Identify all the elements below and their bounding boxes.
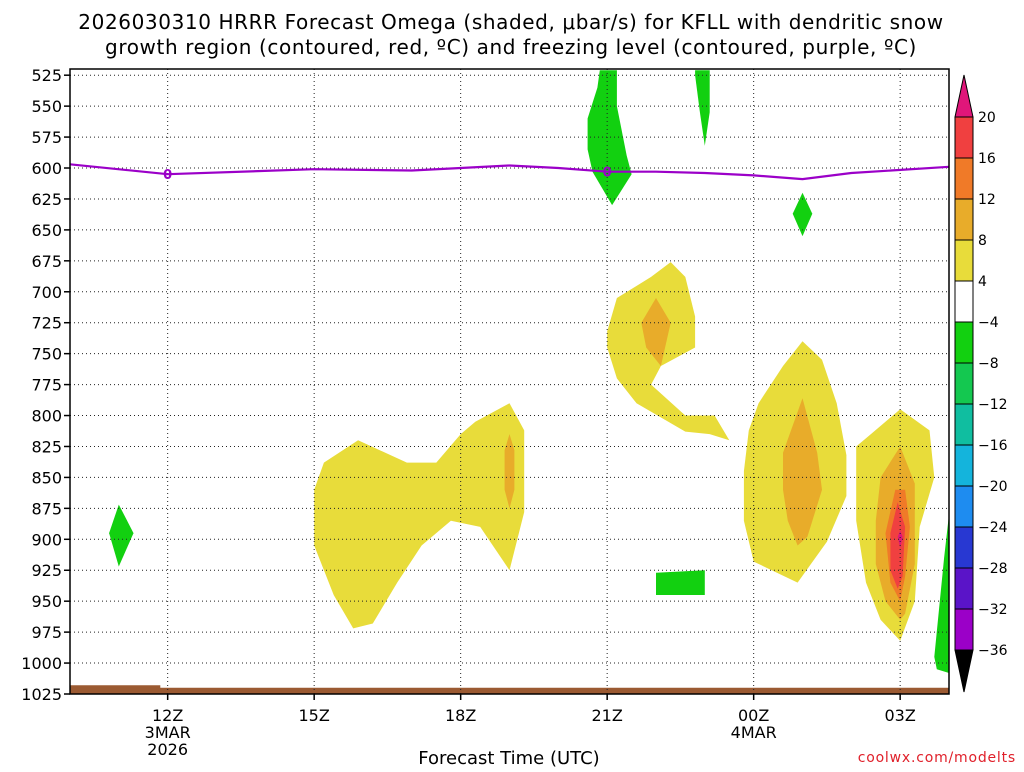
omega-region-6 — [783, 398, 822, 546]
y-tick-label: 850 — [31, 468, 62, 487]
x-tick-label: 03Z — [885, 706, 916, 725]
y-tick-label: 825 — [31, 437, 62, 456]
y-tick-label: 900 — [31, 530, 62, 549]
omega-region-14 — [792, 192, 813, 237]
x-tick-label: 15Z — [299, 706, 330, 725]
x-tick-label: 18Z — [445, 706, 476, 725]
colorbar-tick-label: −16 — [978, 438, 1008, 454]
colorbar-bin — [954, 321, 974, 364]
colorbar-bin — [954, 526, 974, 569]
colorbar-tick-label: 16 — [978, 151, 996, 167]
colorbar-tick-label: −28 — [978, 561, 1008, 577]
y-tick-label: 750 — [31, 345, 62, 364]
omega-region-1 — [314, 403, 525, 629]
y-tick-label: 925 — [31, 561, 62, 580]
colorbar-tick-label: 20 — [978, 110, 996, 126]
y-tick-label: 700 — [31, 283, 62, 302]
omega-region-4 — [641, 298, 671, 366]
plot-frame — [69, 68, 950, 695]
x-tick-year-label: 2026 — [147, 740, 188, 759]
chart-title-line-1: 2026030310 HRRR Forecast Omega (shaded, … — [78, 10, 943, 34]
omega-region-10 — [890, 502, 906, 589]
colorbar-tick-label: −12 — [978, 397, 1008, 413]
colorbar-bin — [954, 485, 974, 528]
y-tick-label: 675 — [31, 252, 62, 271]
colorbar-tick-label: −20 — [978, 479, 1008, 495]
y-tick-label: 525 — [31, 66, 62, 85]
y-tick-label: 600 — [31, 159, 62, 178]
omega-region-17 — [934, 514, 949, 673]
omega-shading — [109, 70, 949, 673]
colorbar-tick-label: 4 — [978, 274, 987, 290]
y-tick-label: 725 — [31, 314, 62, 333]
colorbar: −36 −32 −28 −24 −20 −16 −12 −8 −4 4 8 12 16 20 — [954, 74, 1008, 693]
colorbar-bin — [954, 239, 974, 282]
colorbar-bin — [954, 444, 974, 487]
freezing-level-label: 0 — [163, 168, 172, 183]
x-tick-label: 12Z — [152, 706, 183, 725]
x-axis-label: Forecast Time (UTC) — [418, 748, 599, 768]
x-tick-date-label: 3MAR — [145, 723, 191, 742]
colorbar-tick-label: −4 — [978, 315, 999, 331]
y-tick-label: 575 — [31, 128, 62, 147]
omega-region-3 — [607, 262, 730, 441]
terrain-layer — [70, 685, 949, 694]
colorbar-tick-label: −32 — [978, 602, 1008, 618]
terrain-fill — [70, 685, 949, 694]
x-tick-label: 21Z — [592, 706, 623, 725]
colorbar-tick-label: −8 — [978, 356, 999, 372]
colorbar-bin — [954, 116, 974, 159]
colorbar-bin — [954, 362, 974, 405]
y-tick-label: 650 — [31, 221, 62, 240]
colorbar-tick-label: 12 — [978, 192, 996, 208]
colorbar-top-arrow — [954, 74, 974, 118]
colorbar-bin — [954, 280, 974, 323]
omega-region-11 — [897, 530, 903, 548]
y-tick-label: 625 — [31, 190, 62, 209]
colorbar-tick-label: −24 — [978, 520, 1008, 536]
chart-title-line-2: growth region (contoured, red, ºC) and f… — [105, 35, 917, 59]
colorbar-bottom-arrow — [954, 649, 974, 693]
x-tick-date-label: 4MAR — [731, 723, 777, 742]
omega-region-2 — [504, 434, 515, 509]
y-tick-label: 550 — [31, 97, 62, 116]
y-tick-label: 875 — [31, 499, 62, 518]
y-tick-label: 1025 — [21, 685, 62, 704]
colorbar-tick-label: 8 — [978, 233, 987, 249]
freezing-level-line — [69, 163, 950, 181]
colorbar-bin — [954, 157, 974, 200]
y-tick-label: 975 — [31, 623, 62, 642]
y-tick-label: 1000 — [21, 654, 62, 673]
y-axis-ticks: 525 550 575 600 625 650 675 700 725 750 775 800 825 8… — [21, 66, 70, 704]
omega-region-15 — [109, 504, 134, 567]
y-tick-label: 950 — [31, 592, 62, 611]
omega-region-16 — [656, 570, 705, 595]
grid-lines — [70, 69, 949, 694]
colorbar-bin — [954, 567, 974, 610]
colorbar-bin — [954, 198, 974, 241]
x-tick-label: 00Z — [738, 706, 769, 725]
y-tick-label: 800 — [31, 407, 62, 426]
freezing-level-label: 0 — [603, 166, 612, 181]
colorbar-bin — [954, 403, 974, 446]
omega-region-13 — [695, 70, 710, 146]
colorbar-tick-label: −36 — [978, 643, 1008, 659]
omega-region-12 — [587, 70, 632, 206]
watermark: coolwx.com/modelts — [858, 750, 1016, 766]
colorbar-bin — [954, 608, 974, 651]
y-tick-label: 775 — [31, 376, 62, 395]
